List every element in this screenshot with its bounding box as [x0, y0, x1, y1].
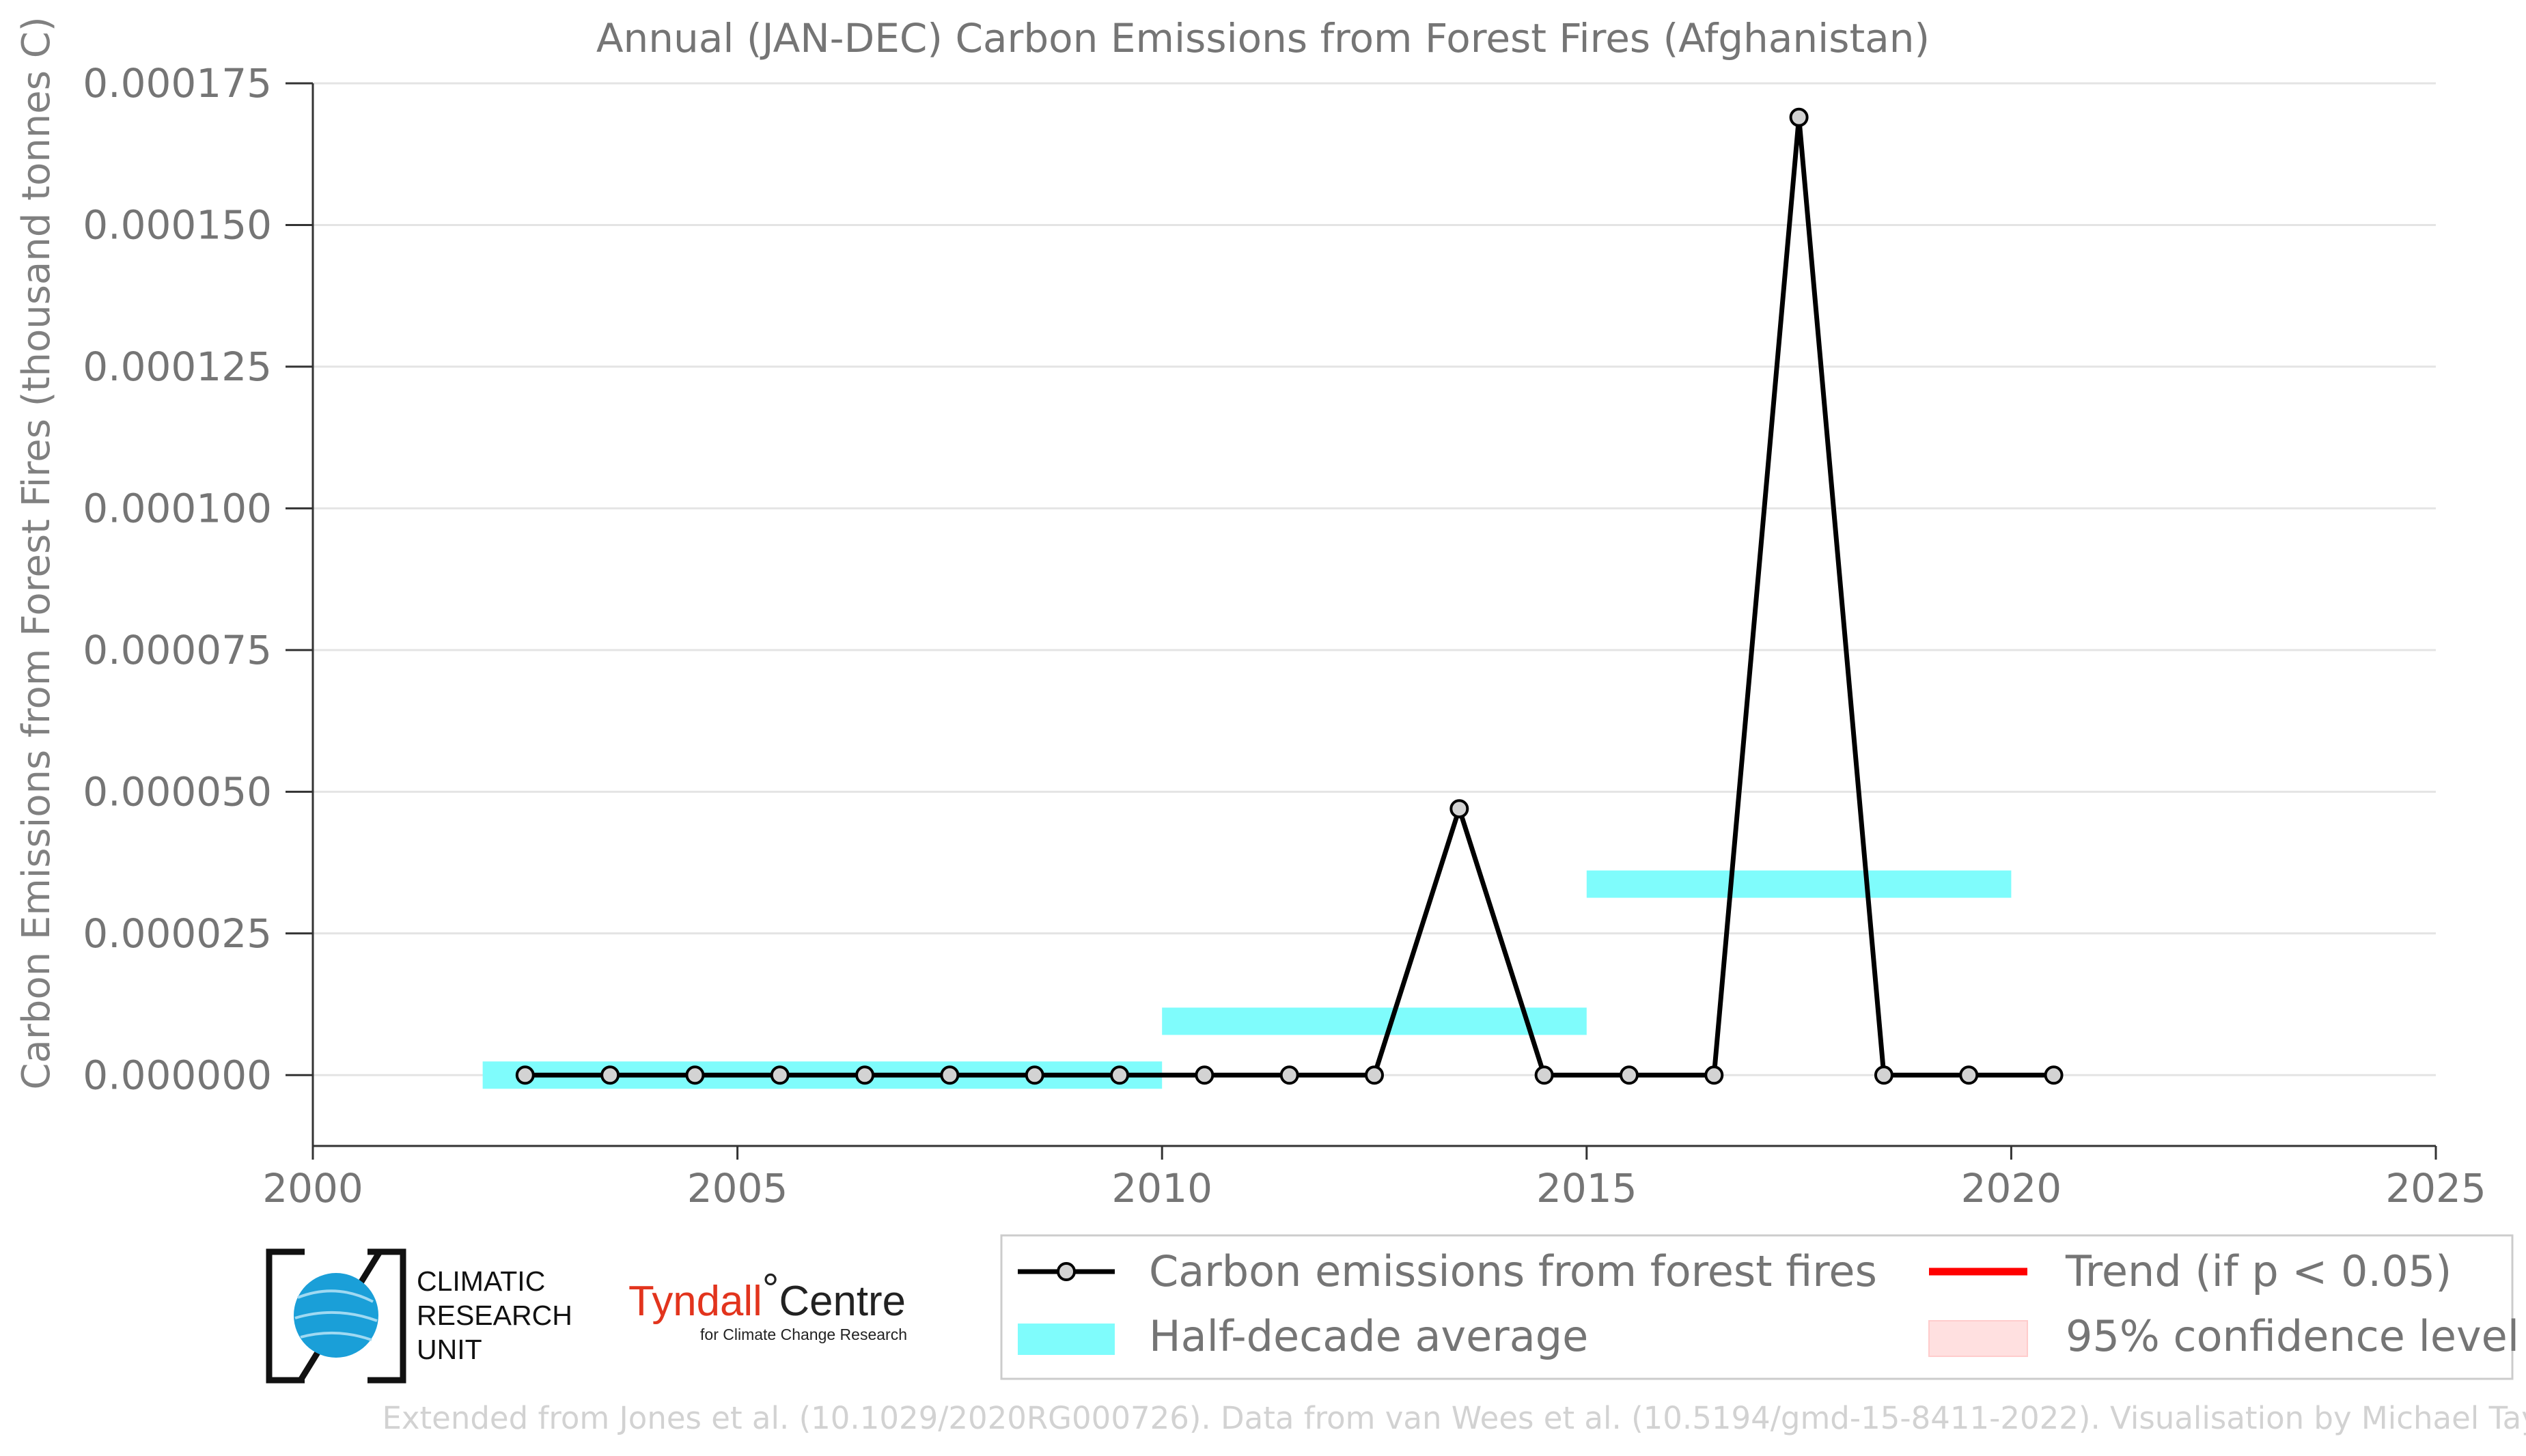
data-point [1704, 1065, 1724, 1085]
half-decade-bar [1586, 870, 2012, 898]
data-series [515, 107, 2064, 1085]
data-point [1789, 107, 1809, 127]
chart-title: Annual (JAN-DEC) Carbon Emissions from F… [596, 15, 1930, 61]
data-point [940, 1065, 960, 1085]
legend-label-confidence: 95% confidence level [2066, 1311, 2519, 1361]
series-line [525, 117, 2054, 1078]
x-tick-label: 2025 [2385, 1165, 2486, 1212]
y-tick-label: 0.000000 [83, 1052, 272, 1098]
data-point [1449, 799, 1469, 819]
data-point [855, 1065, 875, 1085]
x-tick-label: 2015 [1536, 1165, 1637, 1212]
cru-logo-line3: UNIT [417, 1334, 482, 1365]
data-point [1874, 1065, 1893, 1085]
data-point [1025, 1065, 1044, 1085]
data-point [770, 1065, 790, 1085]
y-tick-label: 0.000075 [83, 627, 272, 673]
legend-label-emissions: Carbon emissions from forest fires [1149, 1246, 1877, 1296]
data-point [600, 1065, 620, 1085]
y-tick-label: 0.000150 [83, 201, 272, 248]
data-point [515, 1065, 535, 1085]
x-tick-label: 2000 [262, 1165, 363, 1212]
data-point [685, 1065, 705, 1085]
x-tick-label: 2010 [1111, 1165, 1212, 1212]
data-point [1279, 1065, 1299, 1085]
legend-label-half-decade: Half-decade average [1149, 1311, 1588, 1361]
y-tick-label: 0.000125 [83, 344, 272, 390]
cru-logo-line1: CLIMATIC [417, 1265, 545, 1297]
tyndall-logo-name: Tyndall°Centre [628, 1265, 906, 1325]
y-tick-label: 0.000050 [83, 768, 272, 815]
y-tick-label: 0.000175 [83, 60, 272, 107]
tyndall-logo: Tyndall°Centre for Climate Change Resear… [628, 1265, 907, 1343]
x-tick-label: 2005 [687, 1165, 788, 1212]
legend: Carbon emissions from forest fires Half-… [1000, 1234, 2519, 1380]
y-axis-ticks: 0.000000 0.000025 0.000050 0.000075 0.000100… [83, 60, 314, 1146]
cru-logo-line2: RESEARCH [417, 1300, 572, 1331]
data-point [1365, 1065, 1384, 1085]
data-point [1195, 1065, 1215, 1085]
cru-logo-globe-lines-icon [294, 1289, 378, 1341]
data-point [1110, 1065, 1130, 1085]
y-tick-label: 0.000100 [83, 485, 272, 531]
legend-frame [1000, 1234, 2514, 1380]
tyndall-logo-subtitle: for Climate Change Research [700, 1326, 907, 1343]
data-point [1959, 1065, 1979, 1085]
cru-logo-frame-icon [266, 1248, 406, 1384]
y-axis-label: Carbon Emissions from Forest Fires (thou… [14, 16, 59, 1089]
cru-logo: CLIMATIC RESEARCH UNIT [266, 1248, 572, 1384]
x-tick-label: 2020 [1961, 1165, 2062, 1212]
legend-marker-emissions [1057, 1262, 1076, 1281]
footer-credits: Extended from Jones et al. (10.1029/2020… [382, 1400, 2526, 1436]
data-point [1619, 1065, 1639, 1085]
x-axis-ticks: 2000 2005 2010 2015 2020 2025 [262, 1145, 2486, 1212]
data-point [2044, 1065, 2064, 1085]
gridlines [313, 82, 2436, 1076]
data-point [1534, 1065, 1554, 1085]
legend-swatch-half-decade [1018, 1324, 1115, 1355]
half-decade-averages [482, 870, 2012, 1089]
legend-swatch-confidence [1928, 1320, 2028, 1357]
y-tick-label: 0.000025 [83, 910, 272, 957]
legend-label-trend: Trend (if p < 0.05) [2065, 1246, 2452, 1296]
half-decade-bar [1162, 1007, 1587, 1035]
